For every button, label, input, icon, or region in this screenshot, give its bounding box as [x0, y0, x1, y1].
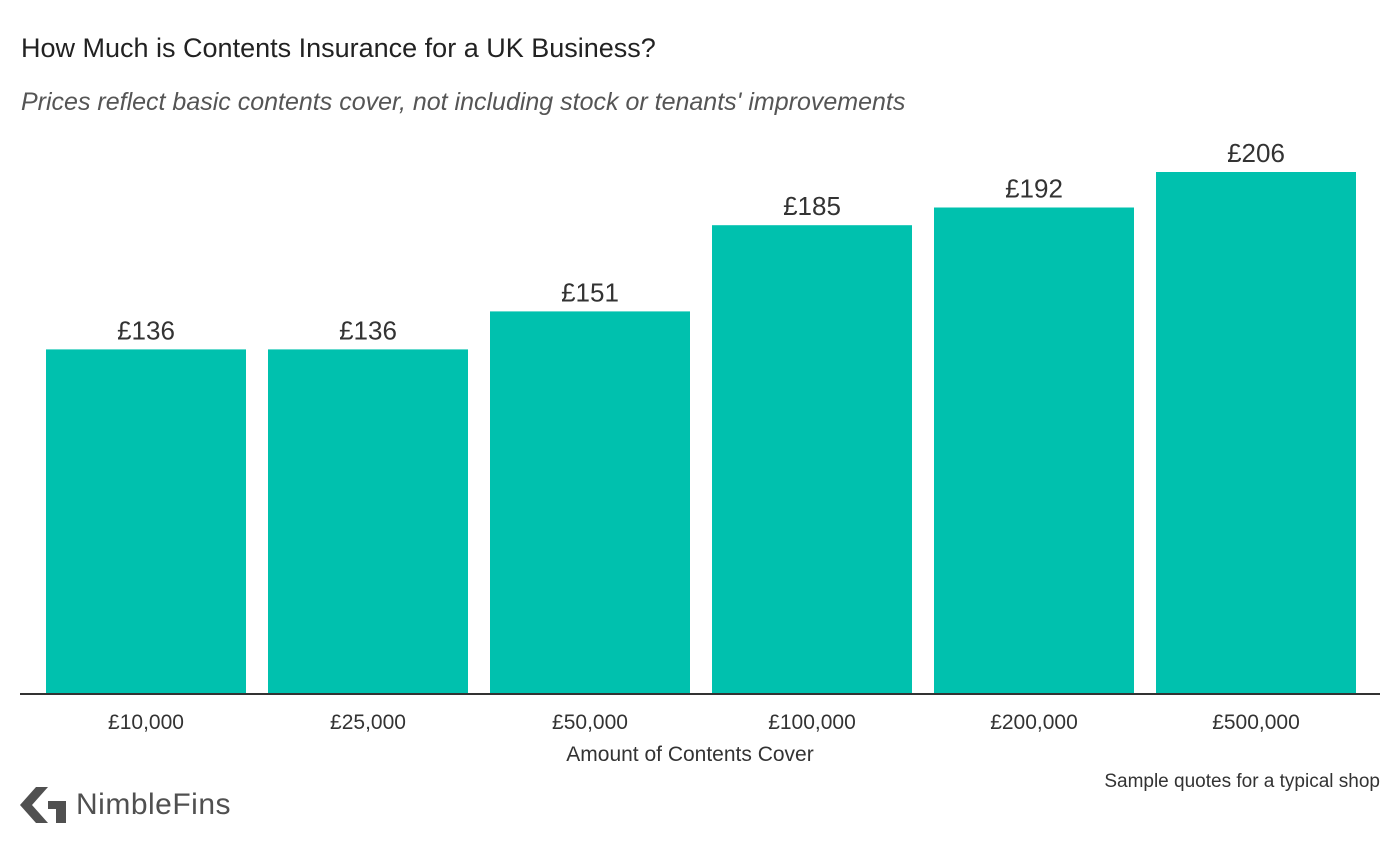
bar-labels-group: £136 £136 £151 £185 £192 £206 — [117, 138, 1285, 345]
x-tick-label-1: £10,000 — [108, 711, 184, 734]
bar-4 — [712, 225, 912, 694]
brand-logo: NimbleFins — [20, 783, 231, 827]
bar-value-label-2: £136 — [339, 315, 397, 345]
footnote: Sample quotes for a typical shop — [1104, 771, 1380, 792]
bar-value-label-4: £185 — [783, 191, 841, 221]
x-tick-label-3: £50,000 — [552, 711, 628, 734]
x-tick-label-5: £200,000 — [990, 711, 1078, 734]
nimblefins-chevron-icon — [20, 787, 66, 823]
bars-group — [46, 172, 1356, 694]
x-axis-label-text: Amount of Contents Cover — [566, 743, 814, 766]
bar-1 — [46, 349, 246, 694]
x-axis-label: Amount of Contents Cover — [0, 743, 1380, 767]
chart-title: How Much is Contents Insurance for a UK … — [21, 33, 656, 63]
brand-name: NimbleFins — [76, 788, 232, 821]
x-tick-label-6: £500,000 — [1212, 711, 1300, 734]
chart-subtitle: Prices reflect basic contents cover, not… — [21, 88, 906, 116]
bar-value-label-6: £206 — [1227, 138, 1285, 168]
bar-value-label-5: £192 — [1005, 174, 1063, 204]
bar-6 — [1156, 172, 1356, 694]
x-tick-labels-group: £10,000 £25,000 £50,000 £100,000 £200,000 £50… — [108, 711, 1300, 734]
bar-5 — [934, 207, 1134, 694]
bar-3 — [490, 311, 690, 694]
bar-2 — [268, 349, 468, 694]
x-tick-label-2: £25,000 — [330, 711, 406, 734]
bar-value-label-3: £151 — [561, 277, 619, 307]
bar-value-label-1: £136 — [117, 315, 175, 345]
x-tick-label-4: £100,000 — [768, 711, 856, 734]
